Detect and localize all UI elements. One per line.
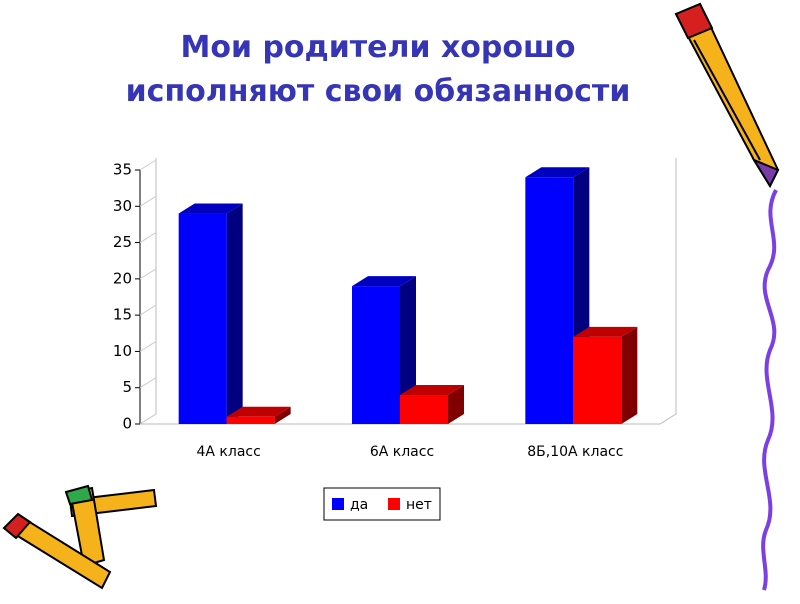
- pencils-decoration: [2, 484, 158, 590]
- bar-top: [226, 406, 291, 417]
- grid-line: [139, 232, 157, 243]
- legend-swatch: [332, 498, 344, 510]
- bar: [352, 286, 400, 424]
- bar-top: [352, 276, 416, 287]
- bar-side: [621, 326, 638, 424]
- bar: [178, 213, 227, 424]
- y-tick-label: 30: [113, 197, 132, 215]
- x-tick-label: 6А класс: [370, 444, 434, 460]
- wavy-line-decoration: [761, 189, 778, 591]
- grid-line: [139, 159, 157, 171]
- bar-top: [525, 167, 590, 178]
- grid-line: [139, 377, 157, 389]
- y-tick-label: 0: [122, 415, 132, 433]
- y-tick-label: 25: [113, 233, 132, 251]
- bar: [400, 394, 448, 424]
- legend-swatch: [388, 498, 400, 510]
- bar-top: [178, 203, 243, 214]
- bar: [226, 416, 275, 424]
- x-tick-label: 4А класс: [197, 444, 261, 460]
- grid-line: [139, 268, 157, 280]
- grid-line: [139, 413, 157, 425]
- bar: [573, 336, 622, 424]
- legend-label: да: [350, 497, 368, 513]
- bar-side: [400, 276, 416, 424]
- bar: [525, 177, 574, 424]
- bar-side: [226, 203, 243, 424]
- bar-side: [448, 384, 464, 424]
- grid-line: [139, 304, 157, 316]
- bar-side: [274, 406, 291, 424]
- grid-line: [139, 341, 157, 352]
- y-tick-label: 35: [113, 161, 132, 179]
- x-tick-label: 8Б,10А класс: [527, 444, 623, 460]
- legend-label: нет: [406, 497, 432, 513]
- y-tick-label: 15: [113, 306, 132, 324]
- bar-top: [573, 326, 638, 337]
- y-tick-label: 10: [113, 342, 132, 360]
- bar-top: [400, 384, 464, 395]
- pencil-decoration: [674, 2, 780, 189]
- y-tick-label: 20: [113, 269, 132, 287]
- grid-line: [139, 195, 157, 207]
- chart-title: Мои родители хорошо исполняют свои обязан…: [126, 30, 631, 109]
- y-tick-label: 5: [122, 378, 132, 396]
